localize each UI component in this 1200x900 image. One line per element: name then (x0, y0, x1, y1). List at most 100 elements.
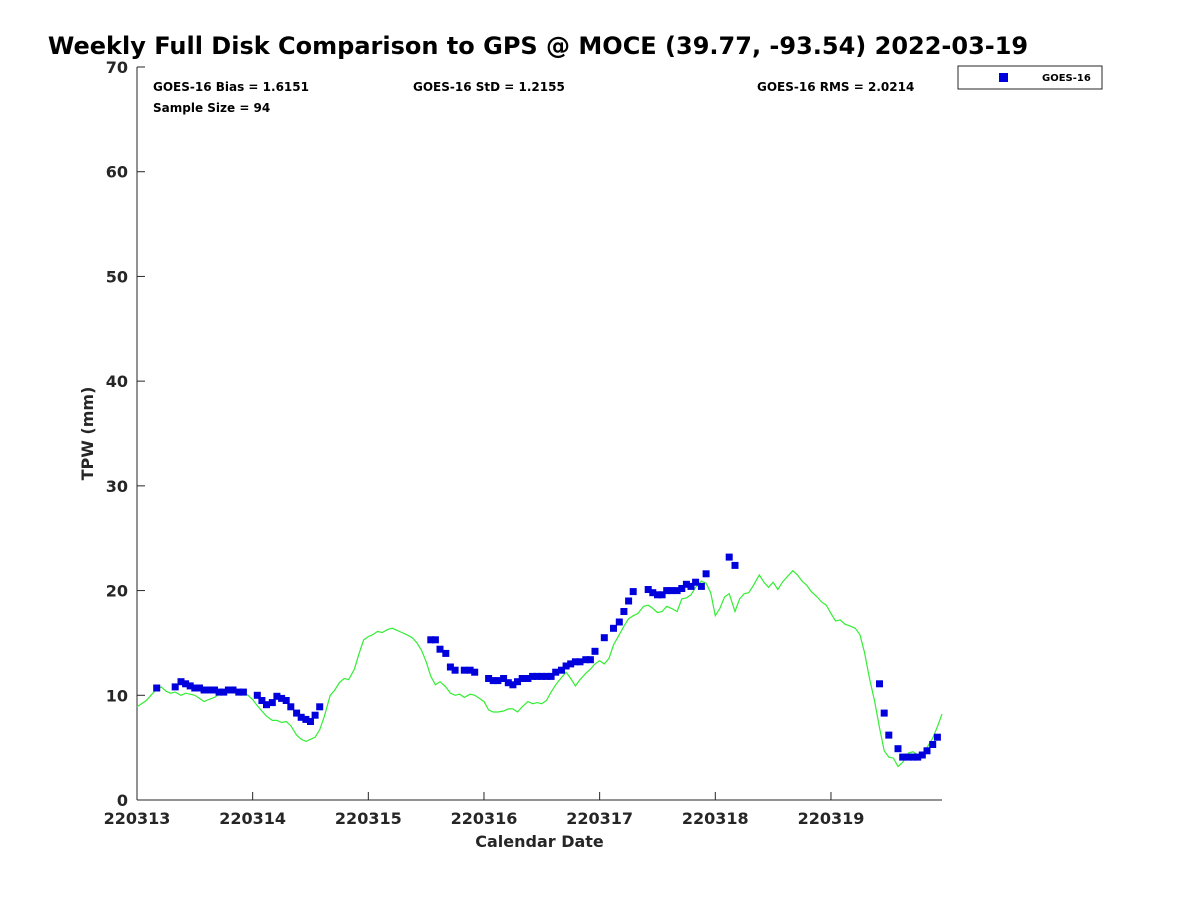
y-tick-label: 60 (106, 163, 128, 182)
goes16-point (576, 658, 584, 666)
y-tick-label: 30 (106, 477, 128, 496)
goes16-point (918, 751, 926, 759)
goes16-point (500, 675, 508, 682)
goes16-point (239, 688, 247, 696)
goes16-point (586, 656, 594, 664)
x-tick-label: 220315 (335, 809, 402, 828)
goes16-point (582, 656, 590, 664)
goes16-point (731, 561, 739, 569)
goes16-point (644, 586, 652, 593)
y-tick-label: 10 (106, 686, 128, 705)
goes16-point (629, 588, 637, 596)
y-tick-label: 40 (106, 372, 128, 391)
chart-title: Weekly Full Disk Comparison to GPS @ MOC… (48, 32, 1028, 60)
goes16-point (177, 678, 185, 686)
goes16-point (600, 634, 608, 642)
goes16-point (442, 649, 450, 657)
bias-stat: GOES-16 Bias = 1.6151 (153, 80, 309, 94)
goes16-point (697, 582, 705, 590)
goes16-point (446, 663, 454, 671)
plot-area (136, 553, 943, 768)
goes16-point (702, 570, 710, 578)
goes16-point (514, 678, 521, 686)
x-tick-label: 220314 (219, 809, 286, 828)
goes16-point (880, 709, 888, 717)
goes16-point (725, 553, 733, 561)
goes16-point (678, 585, 686, 592)
y-tick-label: 0 (117, 791, 128, 810)
y-axis-ticks: 0 10 20 30 40 50 60 70 (106, 58, 145, 810)
goes16-point (263, 701, 270, 709)
x-tick-label: 220313 (104, 809, 171, 828)
goes16-point (509, 681, 517, 689)
goes16-point (205, 686, 213, 694)
goes16-point (171, 683, 179, 691)
y-tick-label: 20 (106, 582, 128, 601)
goes16-point (933, 733, 941, 741)
goes16-point (485, 675, 493, 682)
goes16-point (620, 608, 628, 615)
goes16-point (287, 703, 295, 711)
goes16-point (224, 686, 232, 694)
rms-stat: GOES-16 RMS = 2.0214 (757, 80, 914, 94)
goes16-point (268, 699, 276, 707)
goes16-point (191, 684, 199, 692)
goes16-point (489, 677, 497, 685)
goes16-point (518, 675, 526, 682)
legend-box (957, 65, 1103, 90)
goes16-point (654, 591, 661, 599)
goes16-point (615, 618, 623, 626)
goes16-point (307, 718, 314, 725)
goes16-point (929, 741, 937, 748)
goes16-point (220, 688, 228, 696)
goes16-point (533, 672, 541, 680)
y-tick-label: 50 (106, 267, 128, 286)
goes16-point (625, 597, 633, 605)
goes16-point (235, 688, 243, 696)
std-stat: GOES-16 StD = 1.2155 (413, 80, 565, 94)
goes16-point (649, 589, 657, 597)
goes16-point (451, 666, 459, 674)
goes16-point (460, 666, 468, 674)
goes16-point (667, 587, 675, 595)
goes16-point (182, 680, 190, 688)
goes16-point (876, 680, 883, 688)
goes16-point (494, 677, 502, 685)
goes16-point (293, 709, 301, 717)
goes16-point (909, 753, 917, 761)
goes16-point (258, 697, 266, 704)
goes16-point (610, 624, 617, 632)
goes16-point (427, 636, 435, 644)
goes16-point (682, 580, 690, 588)
gps-tpw-line (136, 569, 943, 768)
goes16-point (316, 703, 324, 711)
legend-marker-goes16 (999, 73, 1008, 82)
y-tick-label: 70 (106, 58, 128, 77)
goes16-point (431, 636, 439, 644)
goes16-point (436, 645, 444, 653)
goes16-point (253, 691, 261, 699)
goes16-point (466, 666, 474, 674)
goes16-point (552, 668, 560, 676)
goes16-point (273, 692, 281, 700)
goes16-point (885, 731, 893, 739)
goes16-point (186, 682, 194, 690)
goes16-point (471, 668, 479, 676)
goes16-point (215, 688, 223, 696)
goes16-point (196, 684, 203, 692)
x-tick-label: 220319 (798, 809, 865, 828)
goes16-point (591, 647, 599, 655)
goes16-point (894, 745, 902, 753)
goes16-point (504, 679, 512, 687)
goes16-point (547, 672, 555, 680)
goes16-point (211, 686, 218, 694)
goes16-point (302, 715, 310, 723)
x-tick-label: 220316 (451, 809, 518, 828)
goes16-point (567, 660, 575, 668)
goes16-point (278, 694, 286, 702)
goes16-point (692, 578, 700, 586)
goes16-point (905, 753, 912, 761)
goes16-point (571, 658, 579, 666)
plot-frame (137, 67, 942, 800)
goes16-point (200, 686, 208, 694)
